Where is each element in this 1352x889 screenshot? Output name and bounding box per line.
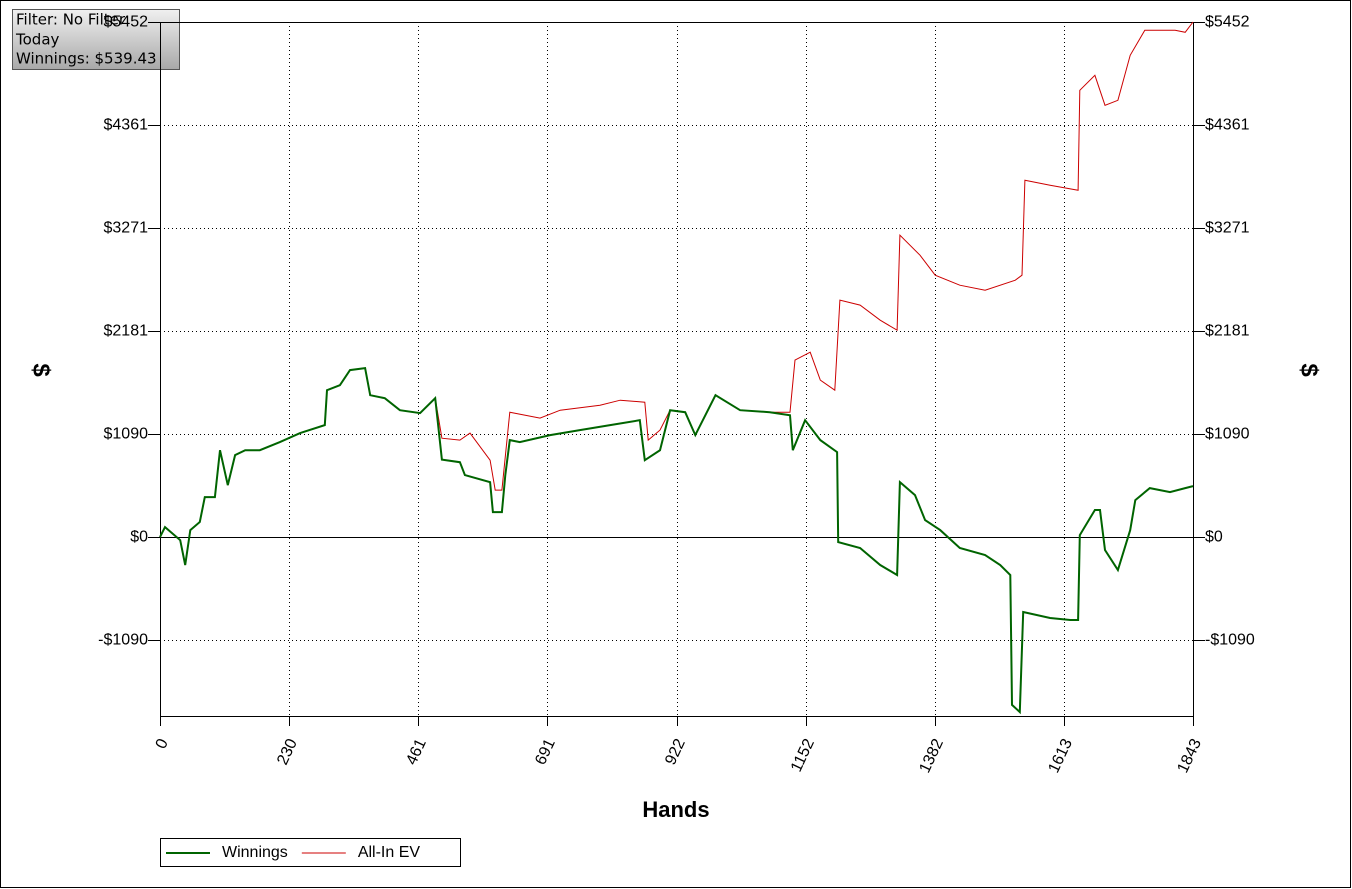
y2-tick-label: $5452 xyxy=(1205,14,1250,31)
x-axis-label: Hands xyxy=(642,797,709,822)
y-tick-label: -$1090 xyxy=(98,632,148,649)
info-background xyxy=(12,9,180,70)
legend-label: Winnings xyxy=(222,844,288,861)
y-tick-label: $5452 xyxy=(104,14,149,31)
y2-tick-label: -$1090 xyxy=(1205,632,1255,649)
y2-tick-label: $3271 xyxy=(1205,220,1250,237)
info-box: Filter: No Filter Today Winnings: $539.4… xyxy=(12,9,180,70)
legend-label: All-In EV xyxy=(358,844,421,861)
y-tick-label: $0 xyxy=(130,529,148,546)
y-tick-label: $2181 xyxy=(104,323,149,340)
y-tick-label: $4361 xyxy=(104,117,149,134)
y-tick-label: $3271 xyxy=(104,220,149,237)
y2-tick-label: $0 xyxy=(1205,529,1223,546)
info-filter: Filter: No Filter xyxy=(16,11,126,29)
y2-tick-label: $2181 xyxy=(1205,323,1250,340)
legend: Winnings All-In EV xyxy=(160,838,461,867)
y2-axis-label: $ xyxy=(1296,363,1323,377)
info-winnings: Winnings: $539.43 xyxy=(16,50,157,68)
y2-tick-label: $1090 xyxy=(1205,426,1250,443)
y-axis-label: $ xyxy=(28,363,55,377)
y-tick-label: $1090 xyxy=(104,426,149,443)
series-line xyxy=(159,366,1194,715)
info-period: Today xyxy=(15,31,60,49)
y2-tick-label: $4361 xyxy=(1205,117,1250,134)
